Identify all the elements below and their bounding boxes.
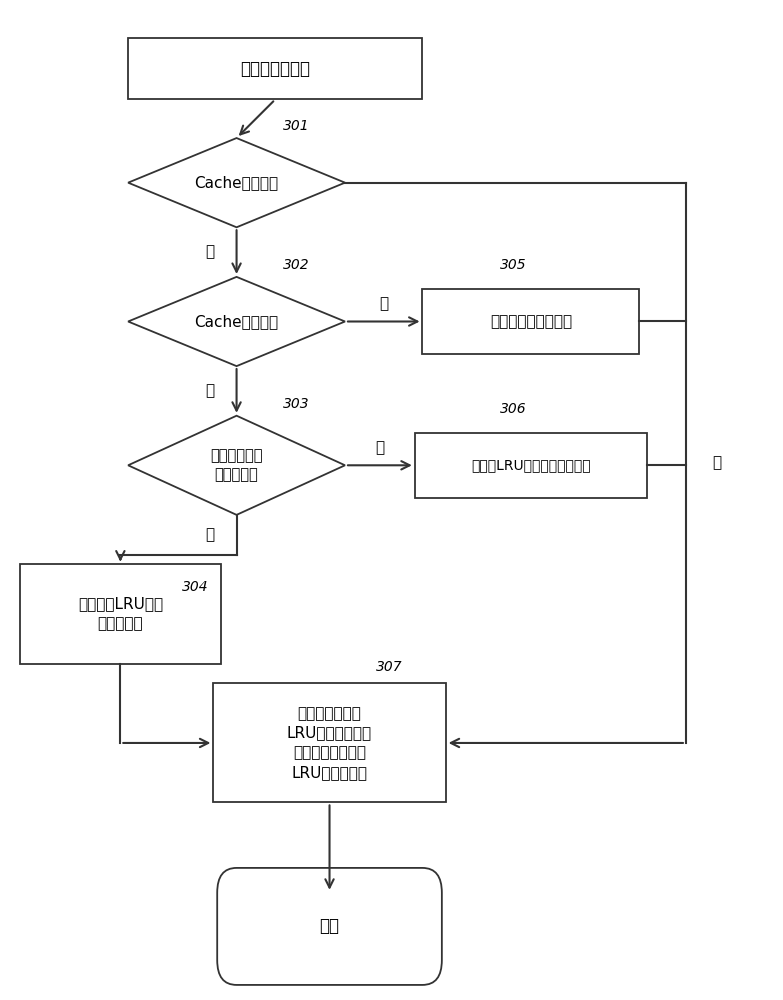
Text: 301: 301	[283, 119, 309, 133]
Text: 否: 否	[205, 245, 214, 260]
FancyBboxPatch shape	[128, 38, 423, 99]
FancyBboxPatch shape	[415, 433, 647, 498]
Text: 取牺牲盘LRU链的
链尾，替换: 取牺牲盘LRU链的 链尾，替换	[78, 597, 163, 631]
FancyBboxPatch shape	[20, 564, 221, 664]
Text: 否: 否	[375, 440, 384, 455]
Text: 是: 是	[205, 527, 214, 542]
Polygon shape	[128, 416, 345, 515]
Text: 该页面插入全局
LRU链表的链头，
并加入该磁盘局部
LRU链表的链头: 该页面插入全局 LRU链表的链头， 并加入该磁盘局部 LRU链表的链头	[287, 706, 372, 780]
Text: 303: 303	[283, 397, 309, 411]
Text: Cache是否命中: Cache是否命中	[194, 175, 279, 190]
FancyBboxPatch shape	[217, 868, 442, 985]
Polygon shape	[128, 277, 345, 366]
Text: 取空页面，缓存数据: 取空页面，缓存数据	[490, 314, 572, 329]
Text: 结束: 结束	[319, 917, 340, 935]
Text: 304: 304	[182, 580, 209, 594]
Text: 是: 是	[205, 383, 214, 398]
Text: 307: 307	[376, 660, 402, 674]
Text: 306: 306	[500, 402, 527, 416]
FancyBboxPatch shape	[213, 683, 446, 802]
Text: 是: 是	[713, 455, 721, 470]
Text: 用户访问数据块: 用户访问数据块	[240, 60, 310, 78]
Text: 否: 否	[379, 296, 388, 311]
Polygon shape	[128, 138, 345, 227]
Text: 牺牲盘页面是
否高于阈值: 牺牲盘页面是 否高于阈值	[211, 448, 263, 482]
Text: Cache是否为满: Cache是否为满	[194, 314, 279, 329]
Text: 305: 305	[500, 258, 527, 272]
Text: 取全局LRU链表的链尾，替换: 取全局LRU链表的链尾，替换	[471, 458, 590, 472]
Text: 302: 302	[283, 258, 309, 272]
FancyBboxPatch shape	[423, 289, 640, 354]
